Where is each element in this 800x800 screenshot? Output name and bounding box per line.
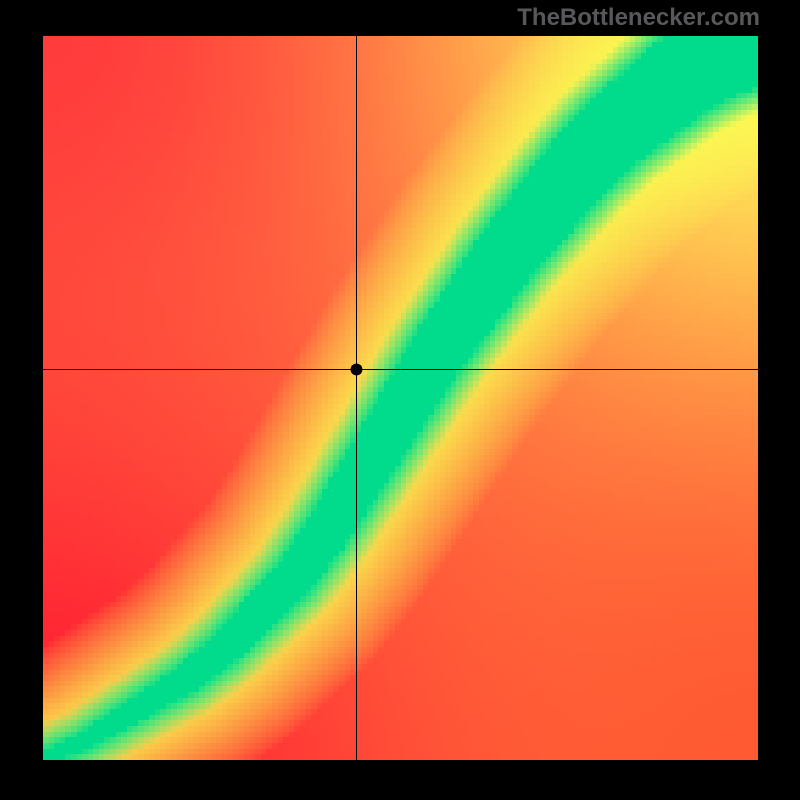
chart-container: TheBottlenecker.com xyxy=(0,0,800,800)
bottleneck-heatmap xyxy=(0,0,800,800)
watermark-text: TheBottlenecker.com xyxy=(517,4,760,32)
